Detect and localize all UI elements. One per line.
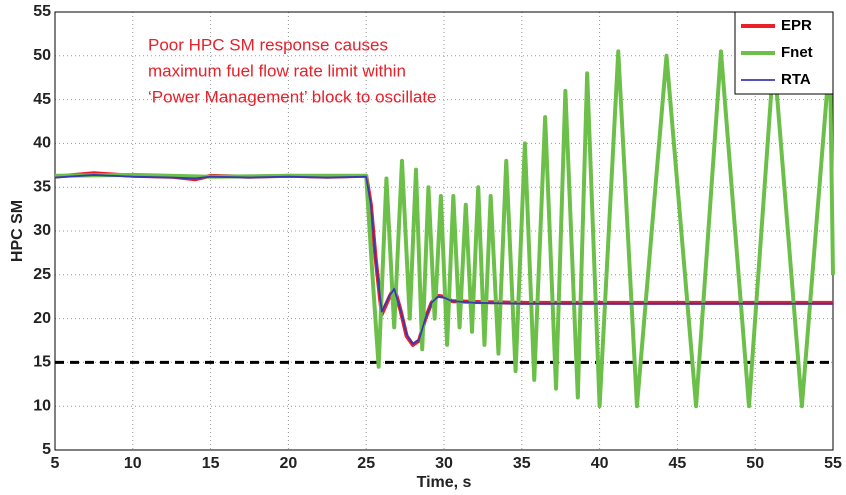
y-tick-label: 15 — [33, 354, 51, 371]
annotation: Poor HPC SM response causes — [148, 35, 388, 54]
annotation: maximum fuel flow rate limit within — [148, 61, 406, 80]
x-tick-label: 20 — [280, 455, 298, 472]
y-tick-label: 45 — [33, 91, 51, 108]
x-tick-label: 10 — [124, 455, 142, 472]
x-tick-label: 35 — [513, 455, 531, 472]
x-tick-label: 45 — [669, 455, 687, 472]
annotation: ‘Power Management’ block to oscillate — [148, 87, 437, 106]
y-tick-label: 55 — [33, 3, 51, 20]
y-axis-label: HPC SM — [9, 200, 26, 262]
y-tick-label: 50 — [33, 47, 51, 64]
legend-label: RTA — [781, 71, 811, 88]
y-tick-label: 10 — [33, 397, 51, 414]
x-tick-label: 15 — [202, 455, 220, 472]
y-tick-label: 25 — [33, 266, 51, 283]
x-tick-label: 5 — [51, 455, 60, 472]
y-tick-label: 35 — [33, 178, 51, 195]
y-tick-label: 5 — [42, 441, 51, 458]
x-axis-label: Time, s — [417, 474, 472, 491]
y-tick-label: 30 — [33, 222, 51, 239]
series-line — [54, 174, 833, 345]
x-tick-label: 50 — [746, 455, 764, 472]
series-line — [54, 49, 835, 409]
y-tick-label: 20 — [33, 310, 51, 327]
y-tick-label: 40 — [33, 135, 51, 152]
legend-label: Fnet — [781, 44, 813, 61]
x-tick-label: 25 — [357, 455, 375, 472]
x-tick-label: 40 — [591, 455, 609, 472]
x-tick-label: 55 — [824, 455, 842, 472]
legend-label: EPR — [781, 17, 812, 34]
x-tick-label: 30 — [435, 455, 453, 472]
